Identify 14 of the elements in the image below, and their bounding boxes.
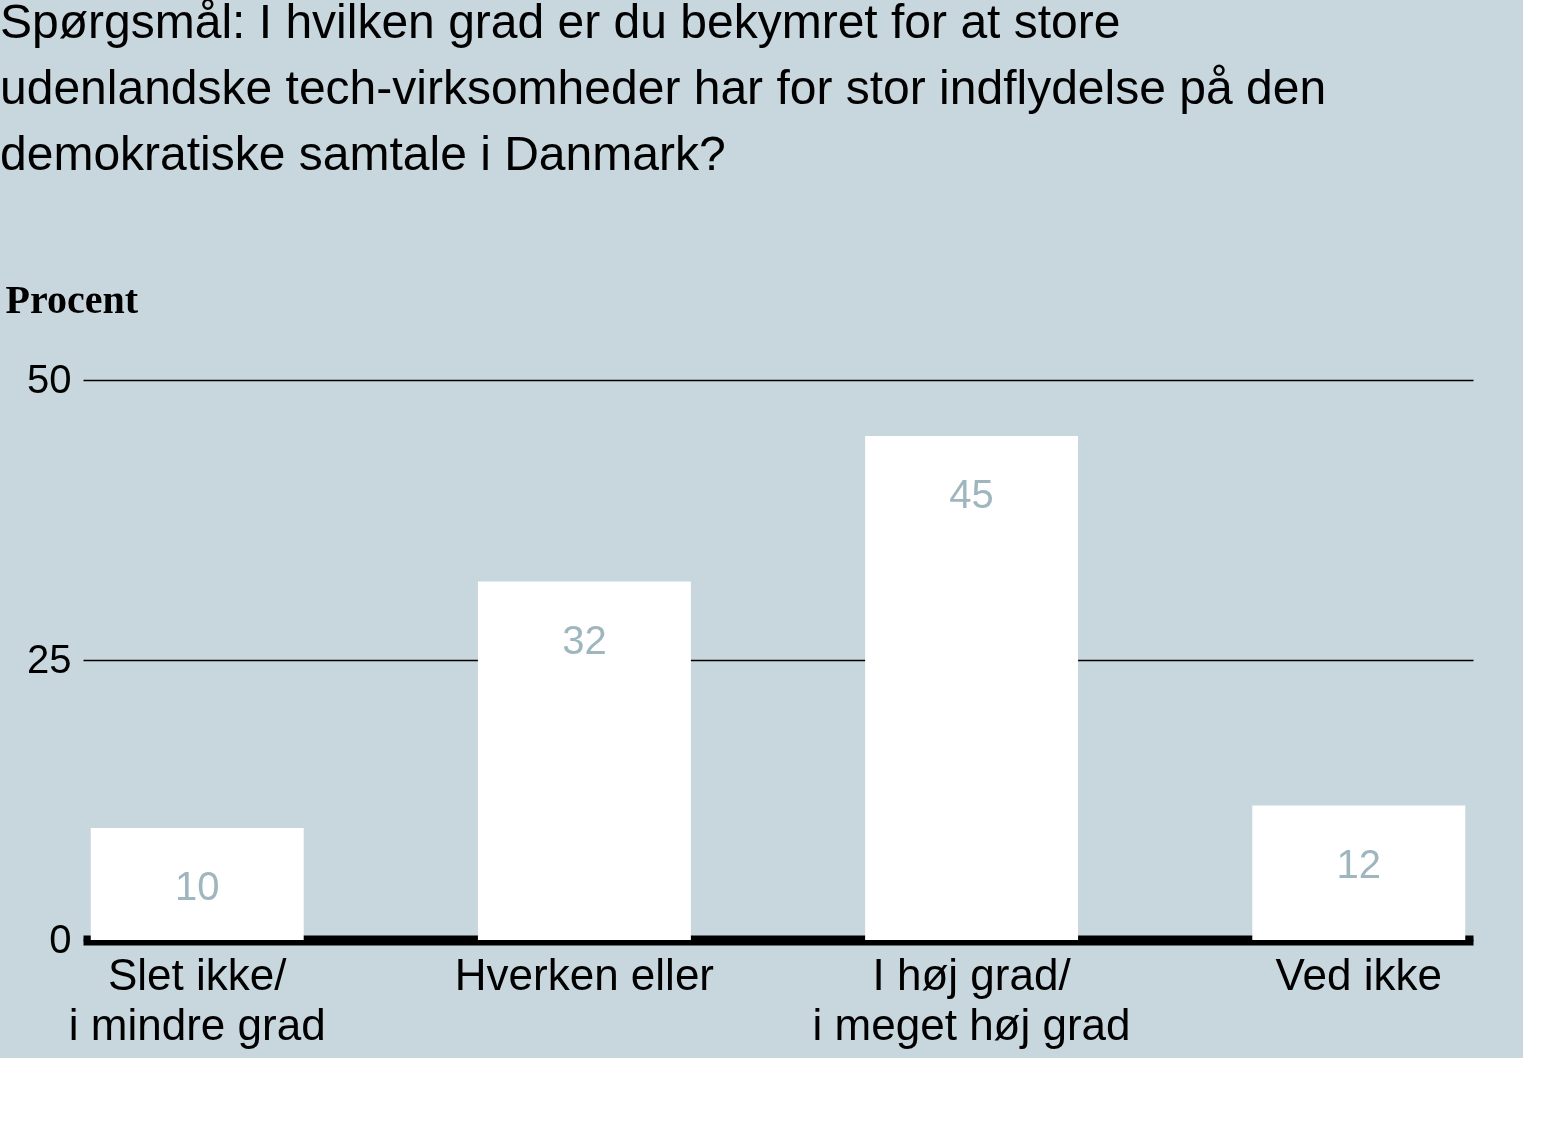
- bar: [477, 581, 691, 940]
- data-label: 32: [562, 617, 607, 662]
- data-label: 12: [1336, 841, 1382, 886]
- bar: [865, 436, 1079, 940]
- bar: [1252, 805, 1466, 940]
- y-tick-label: 50: [27, 356, 72, 401]
- data-label: 45: [949, 472, 994, 516]
- bar: [90, 828, 304, 940]
- y-axis-title: Procent: [5, 276, 139, 322]
- x-tick-label: Ved ikke: [1275, 949, 1442, 999]
- data-label: 10: [174, 864, 220, 908]
- x-tick-label: Hverken eller: [454, 949, 715, 999]
- x-tick-label: I høj grad/ i meget høj grad: [812, 949, 1131, 1049]
- y-tick-label: 25: [27, 636, 72, 681]
